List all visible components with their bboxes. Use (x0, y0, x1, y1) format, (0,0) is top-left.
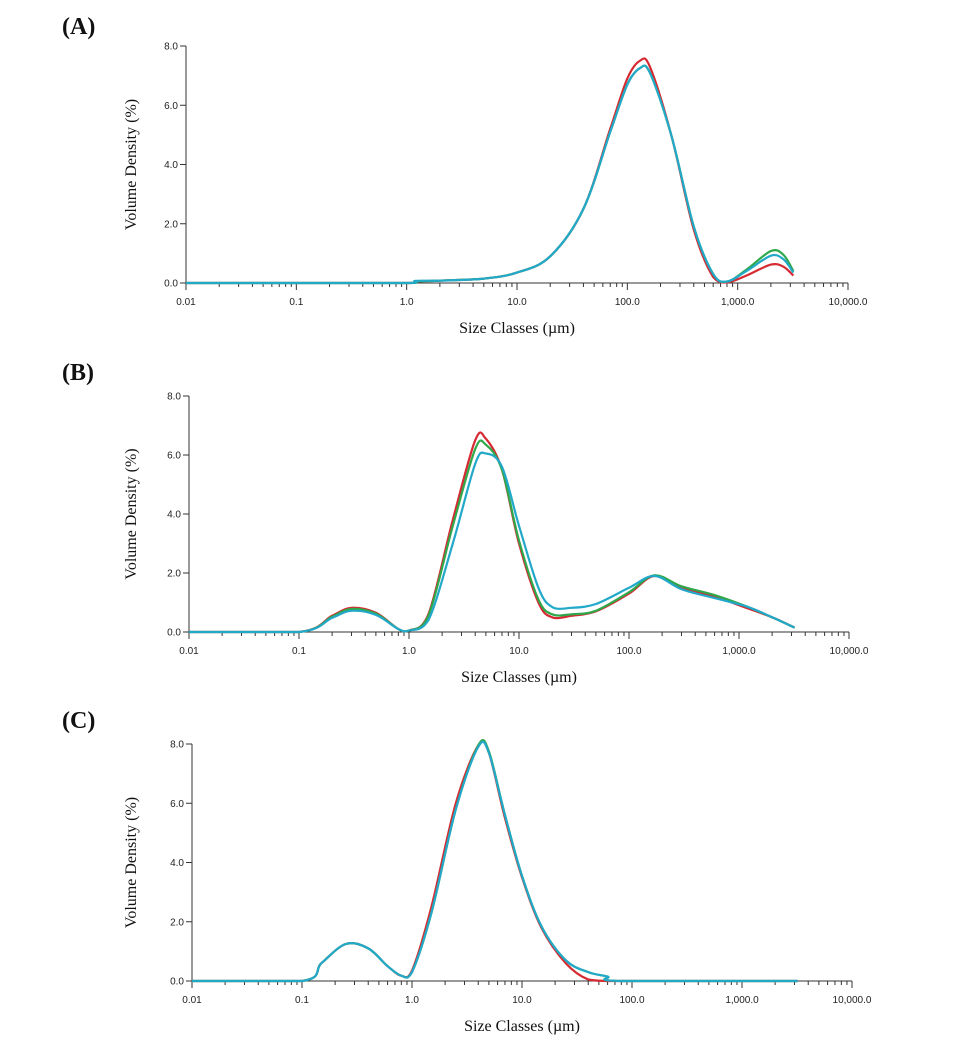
x-tick-label-a: 10.0 (507, 297, 527, 308)
y-tick-label-b: 4.0 (167, 510, 181, 521)
x-tick-label-b: 100.0 (616, 646, 641, 657)
series-line-a-3 (185, 64, 795, 285)
y-tick-label-b: 2.0 (167, 569, 181, 580)
y-tick-label-b: 0.0 (167, 628, 181, 639)
panel-label-a: (A) (62, 14, 96, 40)
y-axis-title-a: Volume Density (%) (123, 99, 140, 230)
x-tick-label-b: 1,000.0 (722, 646, 756, 657)
x-tick-label-a: 1,000.0 (721, 297, 755, 308)
y-axis-title-c: Volume Density (%) (123, 797, 140, 928)
x-tick-label-a: 100.0 (615, 297, 640, 308)
x-axis-title-b: Size Classes (µm) (461, 669, 577, 686)
panel-label-b: (B) (62, 360, 94, 386)
y-tick-label-b: 8.0 (167, 392, 181, 403)
x-tick-label-c: 1,000.0 (725, 995, 759, 1006)
y-axis-title-b: Volume Density (%) (123, 448, 140, 579)
y-tick-label-a: 2.0 (164, 219, 178, 230)
series-line-b-2 (188, 439, 796, 634)
panel-label-c: (C) (62, 708, 96, 734)
x-tick-label-b: 0.1 (292, 646, 306, 657)
x-tick-label-b: 0.01 (179, 646, 199, 657)
x-tick-label-a: 1.0 (400, 297, 414, 308)
series-line-b-3 (188, 451, 796, 634)
x-tick-label-c: 0.01 (182, 995, 202, 1006)
y-tick-label-a: 0.0 (164, 279, 178, 290)
y-tick-label-a: 8.0 (164, 42, 178, 53)
x-tick-label-b: 10,000.0 (830, 646, 869, 657)
x-tick-label-a: 0.01 (176, 297, 196, 308)
y-tick-label-b: 6.0 (167, 451, 181, 462)
y-tick-label-c: 2.0 (170, 917, 184, 928)
y-tick-label-c: 4.0 (170, 858, 184, 869)
x-tick-label-b: 1.0 (402, 646, 416, 657)
x-tick-label-a: 10,000.0 (829, 297, 868, 308)
x-axis-title-c: Size Classes (µm) (464, 1018, 580, 1035)
x-tick-label-c: 10.0 (512, 995, 532, 1006)
y-tick-label-a: 6.0 (164, 101, 178, 112)
x-tick-label-a: 0.1 (289, 297, 303, 308)
x-tick-label-b: 10.0 (509, 646, 529, 657)
series-line-b-1 (188, 431, 796, 634)
y-tick-label-c: 0.0 (170, 977, 184, 988)
series-line-c-3 (192, 740, 798, 983)
x-tick-label-c: 1.0 (405, 995, 419, 1006)
y-tick-label-c: 6.0 (170, 799, 184, 810)
x-tick-label-c: 10,000.0 (833, 995, 872, 1006)
y-tick-label-c: 8.0 (170, 740, 184, 751)
x-tick-label-c: 100.0 (619, 995, 644, 1006)
x-axis-title-a: Size Classes (µm) (459, 320, 575, 337)
y-tick-label-a: 4.0 (164, 160, 178, 171)
x-tick-label-c: 0.1 (295, 995, 309, 1006)
